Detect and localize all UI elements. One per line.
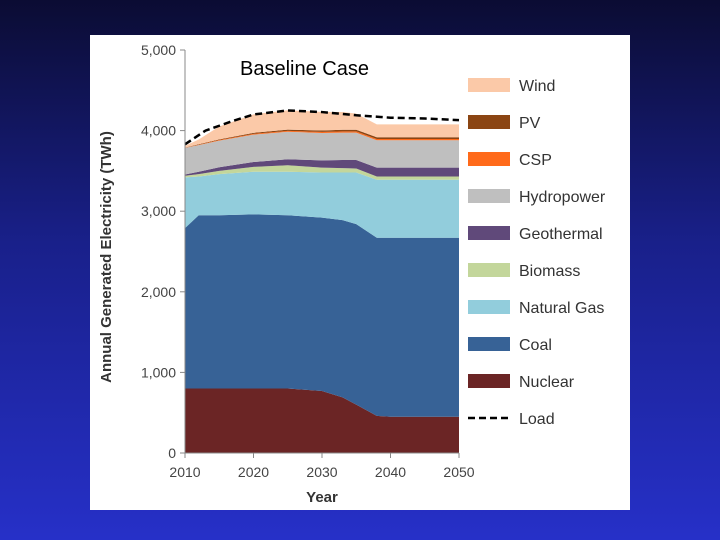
- y-axis-title: Annual Generated Electricity (TWh): [98, 131, 115, 383]
- legend-label-wind: Wind: [519, 78, 555, 95]
- load-line: [184, 109, 460, 146]
- legend-label-biomass: Biomass: [519, 263, 580, 280]
- area-hydropower: [185, 131, 459, 175]
- area-geothermal: [185, 159, 459, 177]
- area-coal: [185, 214, 459, 417]
- area-pv: [185, 129, 459, 148]
- axes-group: 0 1,000 2,000 3,000 4,000 5,000 2010 2020 2030 20…: [141, 42, 475, 480]
- x-tick-label: 2040: [375, 464, 406, 480]
- legend-swatch-nuclear: [468, 374, 510, 388]
- legend-label-csp: CSP: [519, 152, 552, 169]
- legend-label-pv: PV: [519, 115, 541, 132]
- area-natural-gas: [185, 171, 459, 238]
- legend-label-coal: Coal: [519, 337, 552, 354]
- legend: Wind PV CSP Hydropower Geothermal Biomass Natu…: [468, 78, 606, 428]
- legend-swatch-biomass: [468, 263, 510, 277]
- area-csp: [185, 130, 459, 148]
- y-tick-label: 4,000: [141, 123, 176, 139]
- legend-swatch-wind: [468, 78, 510, 92]
- stacked-area-chart: 0 1,000 2,000 3,000 4,000 5,000 2010 2020 2030 20…: [98, 42, 606, 506]
- area-nuclear: [185, 388, 459, 453]
- area-wind: [185, 110, 459, 148]
- area-series-group: [184, 109, 460, 453]
- legend-label-geothermal: Geothermal: [519, 226, 603, 243]
- y-tick-label: 2,000: [141, 284, 176, 300]
- legend-swatch-pv: [468, 115, 510, 129]
- y-tick-label: 0: [168, 445, 176, 461]
- legend-label-load: Load: [519, 411, 555, 428]
- x-tick-label: 2010: [169, 464, 200, 480]
- y-tick-label: 3,000: [141, 203, 176, 219]
- legend-swatch-coal: [468, 337, 510, 351]
- legend-label-hydropower: Hydropower: [519, 189, 606, 206]
- x-tick-label: 2030: [306, 464, 337, 480]
- y-tick-label: 5,000: [141, 42, 176, 58]
- legend-swatch-csp: [468, 152, 510, 166]
- y-tick-label: 1,000: [141, 364, 176, 380]
- chart-title: Baseline Case: [240, 58, 369, 80]
- chart-panel: 0 1,000 2,000 3,000 4,000 5,000 2010 2020 2030 20…: [90, 35, 630, 510]
- legend-label-nuclear: Nuclear: [519, 374, 575, 391]
- legend-swatch-natural-gas: [468, 300, 510, 314]
- area-biomass: [185, 165, 459, 180]
- legend-swatch-geothermal: [468, 226, 510, 240]
- x-tick-label: 2050: [443, 464, 474, 480]
- x-axis-title: Year: [306, 489, 338, 506]
- x-tick-label: 2020: [238, 464, 269, 480]
- legend-swatch-hydropower: [468, 189, 510, 203]
- legend-label-natural-gas: Natural Gas: [519, 300, 604, 317]
